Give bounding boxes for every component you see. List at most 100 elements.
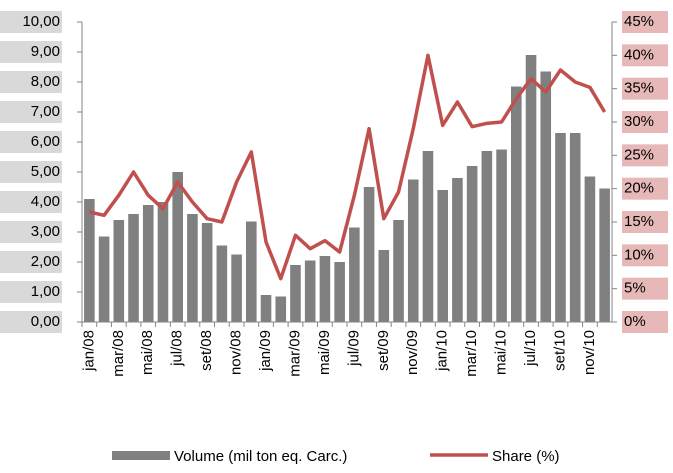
bar [246,221,257,322]
y2-tick-label-bg [622,211,668,233]
y-tick-label: 5,00 [31,163,60,180]
y-tick-label-bg [0,161,62,183]
bar [378,250,390,322]
bar [363,187,375,322]
y2-tick-label: 5% [624,280,646,297]
y2-tick-label-bg [622,311,668,333]
bar [569,133,581,322]
y-tick-label: 9,00 [31,43,60,60]
bar [525,55,537,322]
y2-tick-label: 45% [624,13,654,30]
bar [187,214,198,322]
bar [319,256,331,322]
y2-tick-label-bg [622,77,668,100]
y-tick-label-bg [0,191,62,213]
bar [599,188,610,322]
x-tick-label: mar/09 [286,330,303,377]
x-tick-label: nov/08 [228,330,245,375]
bar [113,220,125,322]
x-tick-label: mai/09 [316,330,333,375]
bar [407,179,419,322]
bar [393,220,404,322]
bar [157,202,169,322]
y-tick-label-bg [0,221,62,243]
bar [584,176,596,322]
y2-tick-label: 40% [624,46,654,63]
y-tick-label: 6,00 [31,133,60,150]
x-tick-label: nov/10 [581,330,598,375]
y2-tick-label-bg [622,277,668,300]
legend-swatch [112,451,170,460]
y2-tick-label-bg [622,44,668,67]
bar [98,236,110,322]
bar [349,227,360,322]
bar [216,245,228,322]
y2-tick-label: 0% [624,313,646,330]
y-tick-label-bg [0,281,62,303]
y2-tick-label-bg [622,111,668,133]
bar [201,223,213,322]
y-tick-label-bg [0,251,62,273]
y-tick-label-bg [0,71,62,93]
x-tick-label: mar/08 [110,330,127,377]
y2-tick-label: 10% [624,246,654,263]
x-tick-label: set/10 [551,330,568,371]
bar [481,151,493,322]
y2-tick-label: 15% [624,213,654,230]
bar [540,71,552,322]
x-tick-label: jul/10 [522,330,539,367]
y-tick-label: 7,00 [31,103,60,120]
bar [290,265,301,322]
legend-label: Share (%) [492,448,560,465]
y-tick-label: 0,00 [31,313,60,330]
y-tick-label: 2,00 [31,253,60,270]
bar [437,190,448,322]
y-tick-label: 10,00 [22,13,60,30]
y2-tick-label: 35% [624,80,654,97]
bar [142,205,154,322]
bar [304,260,316,322]
y2-tick-label: 20% [624,180,654,197]
bar [260,295,272,322]
y2-tick-label-bg [622,144,668,167]
y-tick-label-bg [0,11,62,33]
x-tick-label: jul/09 [345,330,362,367]
bar [555,133,566,322]
y-tick-label: 4,00 [31,193,60,210]
y-tick-label: 1,00 [31,283,60,300]
x-tick-label: jan/08 [80,330,97,372]
y2-tick-label: 25% [624,146,654,163]
bar [231,254,242,322]
bar [172,172,183,322]
x-tick-label: jan/10 [434,330,451,372]
y-tick-label-bg [0,311,62,333]
line [88,53,607,281]
x-tick-label: mai/08 [139,330,156,375]
x-tick-label: set/09 [375,330,392,371]
x-tick-label: jan/09 [257,330,274,372]
bar [84,199,95,322]
bar [422,151,434,322]
x-tick-label: jul/08 [169,330,186,367]
x-tick-label: set/08 [198,330,215,371]
y-tick-label: 8,00 [31,73,60,90]
bar [496,149,507,322]
bar [128,214,139,322]
bar [334,262,345,322]
bar [275,296,287,322]
y2-tick-label-bg [622,244,668,267]
legend-label: Volume (mil ton eq. Carc.) [174,448,347,465]
y-tick-label-bg [0,41,62,63]
x-tick-label: nov/09 [404,330,421,375]
y-tick-label-bg [0,131,62,153]
bar [452,178,463,322]
y2-tick-label-bg [622,177,668,200]
bar [466,166,478,322]
y-tick-label: 3,00 [31,223,60,240]
y-tick-label-bg [0,101,62,123]
y2-tick-label: 30% [624,113,654,130]
x-tick-label: mar/10 [463,330,480,377]
bar [511,86,522,322]
x-tick-label: mai/10 [493,330,510,375]
